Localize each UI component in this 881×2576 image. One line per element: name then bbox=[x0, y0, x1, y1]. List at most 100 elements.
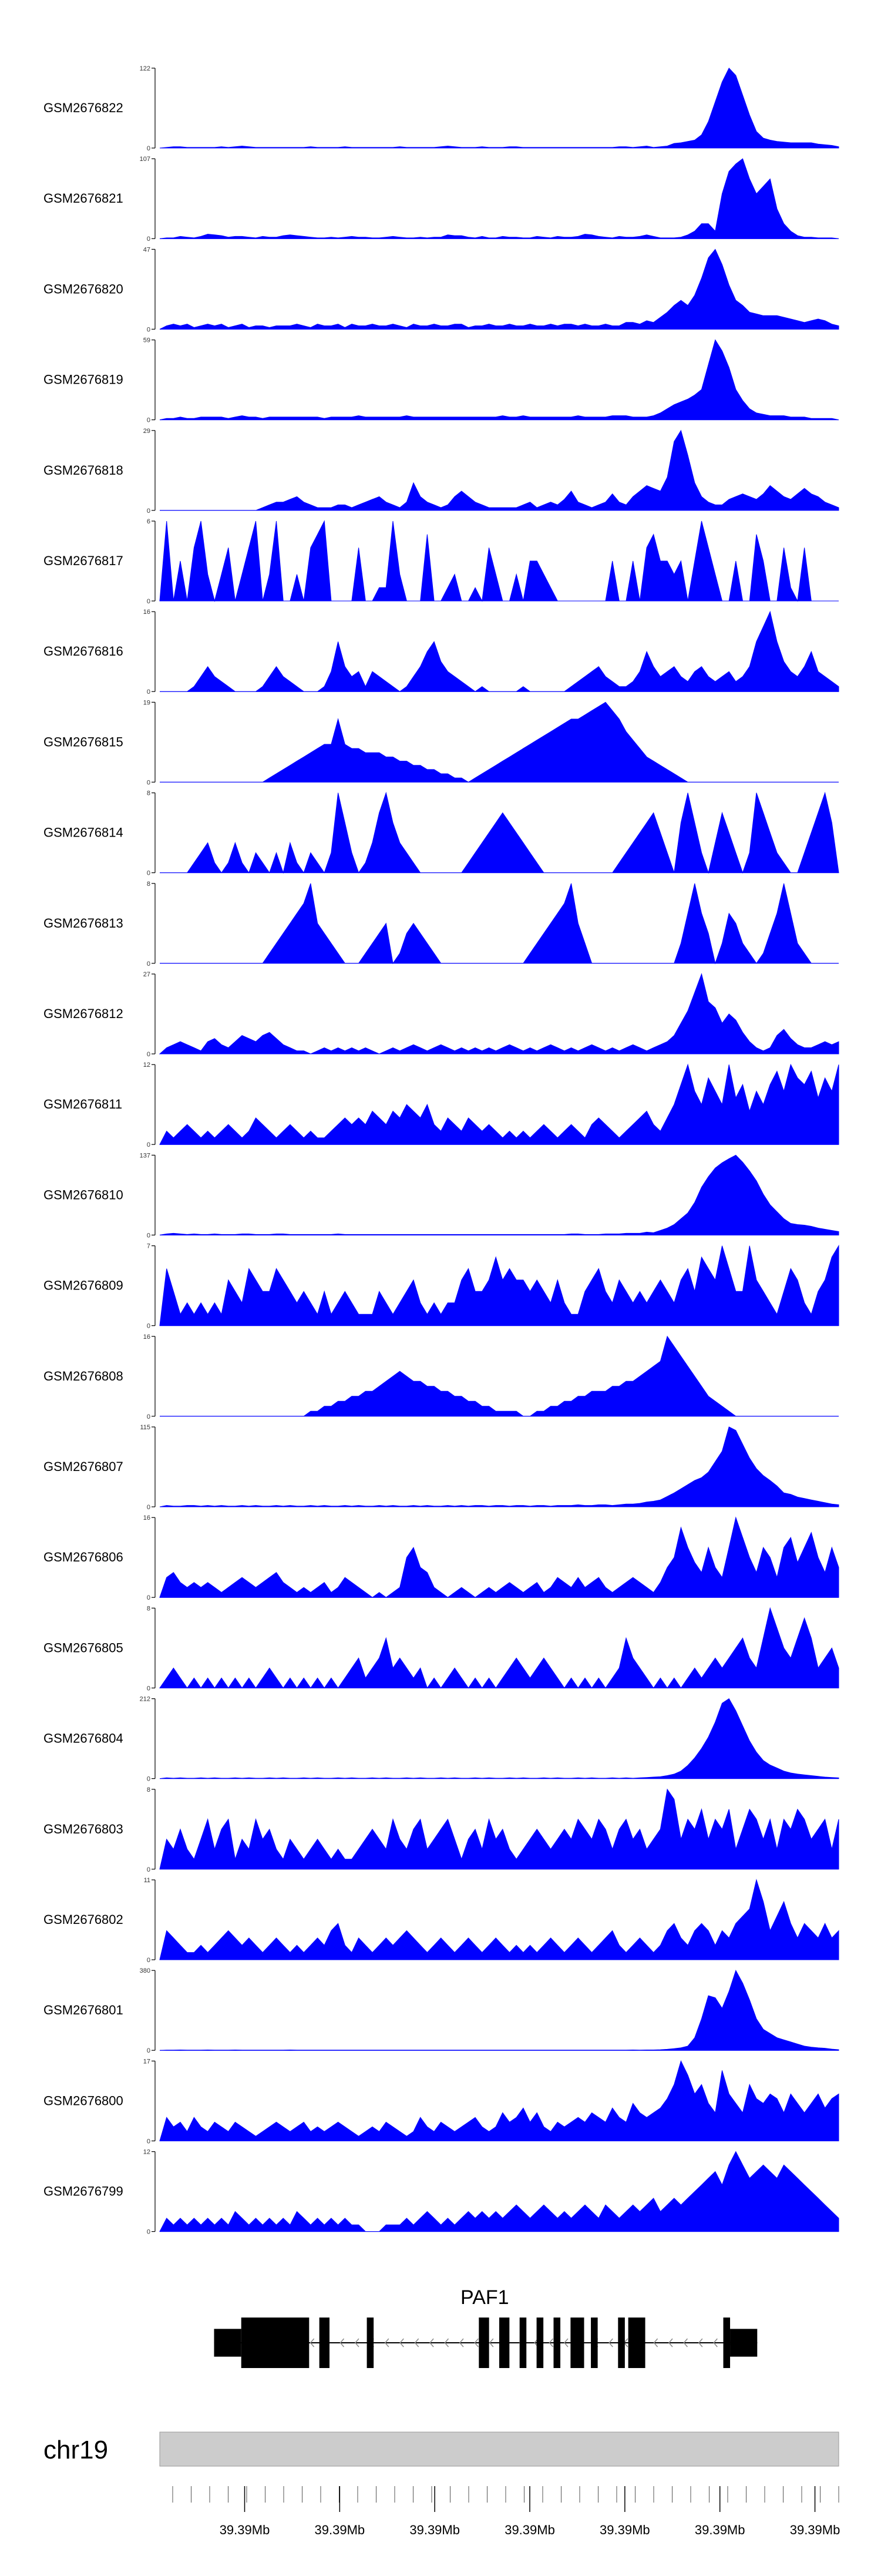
y-max-label: 137 bbox=[140, 1152, 150, 1159]
track-label: GSM2676819 bbox=[43, 372, 123, 387]
y-min-label: 0 bbox=[147, 688, 150, 696]
strand-chevron bbox=[429, 2338, 434, 2347]
track-gsm2676804: 212 0 GSM2676804 bbox=[43, 1696, 839, 1783]
chromosome-ideogram bbox=[159, 2431, 839, 2467]
strand-chevron bbox=[549, 2338, 554, 2347]
strand-chevron bbox=[608, 2338, 613, 2347]
gene-track: PAF1 bbox=[214, 2286, 758, 2368]
y-min-label: 0 bbox=[147, 779, 150, 786]
coverage-area bbox=[159, 2060, 839, 2141]
strand-chevron bbox=[713, 2338, 718, 2347]
track-label: GSM2676820 bbox=[43, 281, 123, 296]
strand-chevron bbox=[310, 2338, 315, 2347]
y-min-label: 0 bbox=[147, 1141, 150, 1148]
y-max-label: 11 bbox=[144, 1877, 150, 1884]
strand-chevron bbox=[683, 2338, 688, 2347]
strand-chevron bbox=[474, 2338, 479, 2347]
gene-exon bbox=[570, 2318, 584, 2368]
strand-chevron bbox=[563, 2338, 569, 2347]
strand-chevron bbox=[444, 2338, 449, 2347]
track-gsm2676799: 12 0 GSM2676799 bbox=[43, 2149, 839, 2236]
track-label: GSM2676811 bbox=[43, 1097, 122, 1111]
track-label: GSM2676817 bbox=[43, 553, 123, 568]
track-gsm2676814: 8 0 GSM2676814 bbox=[43, 790, 839, 877]
strand-chevron bbox=[414, 2338, 419, 2347]
gene-exon bbox=[591, 2318, 598, 2368]
track-gsm2676803: 8 0 GSM2676803 bbox=[43, 1786, 839, 1873]
y-max-label: 7 bbox=[147, 1243, 150, 1250]
track-gsm2676822: 122 0 GSM2676822 bbox=[43, 65, 839, 152]
y-min-label: 0 bbox=[147, 1594, 150, 1601]
y-min-label: 0 bbox=[147, 508, 150, 515]
track-gsm2676812: 27 0 GSM2676812 bbox=[43, 971, 839, 1058]
y-min-label: 0 bbox=[147, 2229, 150, 2236]
y-max-label: 8 bbox=[147, 1786, 150, 1794]
coverage-area bbox=[159, 248, 839, 330]
coverage-area bbox=[159, 1426, 839, 1507]
coverage-area bbox=[159, 973, 839, 1054]
y-min-label: 0 bbox=[147, 2047, 150, 2054]
track-label: GSM2676805 bbox=[43, 1640, 123, 1655]
y-max-label: 380 bbox=[140, 1967, 150, 1974]
coverage-area bbox=[159, 339, 839, 421]
y-min-label: 0 bbox=[147, 870, 150, 877]
track-label: GSM2676808 bbox=[43, 1369, 123, 1383]
coverage-area bbox=[160, 701, 839, 782]
strand-chevron bbox=[668, 2338, 673, 2347]
y-min-label: 0 bbox=[147, 2138, 150, 2145]
track-gsm2676807: 115 0 GSM2676807 bbox=[43, 1424, 839, 1511]
y-min-label: 0 bbox=[147, 960, 150, 968]
coverage-area bbox=[160, 1335, 839, 1417]
strand-chevron bbox=[384, 2338, 389, 2347]
track-gsm2676818: 29 0 GSM2676818 bbox=[43, 428, 839, 515]
coverage-area bbox=[160, 791, 839, 874]
y-max-label: 12 bbox=[143, 2149, 150, 2156]
coverage-area bbox=[159, 1063, 839, 1145]
coverage-area bbox=[159, 2151, 839, 2232]
track-label: GSM2676809 bbox=[43, 1278, 123, 1293]
track-label: GSM2676818 bbox=[43, 463, 123, 478]
track-label: GSM2676813 bbox=[43, 916, 123, 931]
y-max-label: 19 bbox=[143, 699, 150, 706]
track-gsm2676808: 16 0 GSM2676808 bbox=[43, 1334, 839, 1420]
track-gsm2676820: 47 0 GSM2676820 bbox=[43, 246, 839, 333]
y-max-label: 16 bbox=[143, 609, 150, 616]
y-min-label: 0 bbox=[147, 145, 150, 152]
y-max-label: 115 bbox=[140, 1424, 150, 1431]
coverage-area bbox=[159, 68, 839, 149]
strand-chevron bbox=[399, 2338, 404, 2347]
y-max-label: 59 bbox=[143, 337, 150, 344]
track-label: GSM2676803 bbox=[43, 1822, 123, 1836]
strand-chevron bbox=[459, 2338, 464, 2347]
y-max-label: 8 bbox=[147, 881, 150, 888]
track-label: GSM2676806 bbox=[43, 1550, 123, 1564]
track-gsm2676819: 59 0 GSM2676819 bbox=[43, 337, 839, 424]
track-gsm2676802: 11 0 GSM2676802 bbox=[43, 1877, 839, 1964]
track-label: GSM2676804 bbox=[43, 1731, 123, 1746]
gene-exon bbox=[553, 2318, 561, 2368]
gene-exon bbox=[214, 2329, 241, 2357]
y-max-label: 27 bbox=[143, 971, 150, 978]
coverage-area bbox=[159, 1879, 839, 1960]
gene-exon bbox=[319, 2318, 329, 2368]
y-max-label: 122 bbox=[140, 65, 150, 72]
coverage-area bbox=[159, 1154, 839, 1235]
track-label: GSM2676801 bbox=[43, 2003, 123, 2017]
gene-exon bbox=[536, 2318, 544, 2368]
y-min-label: 0 bbox=[147, 236, 150, 243]
track-gsm2676805: 8 0 GSM2676805 bbox=[43, 1605, 839, 1692]
coverage-area bbox=[159, 520, 839, 602]
track-gsm2676800: 17 0 GSM2676800 bbox=[43, 2058, 839, 2145]
x-tick-label: 39.39Mb bbox=[695, 2523, 745, 2537]
y-min-label: 0 bbox=[147, 1323, 150, 1330]
track-gsm2676806: 16 0 GSM2676806 bbox=[43, 1514, 839, 1601]
y-min-label: 0 bbox=[147, 1051, 150, 1058]
y-max-label: 17 bbox=[143, 2058, 150, 2065]
coverage-area bbox=[159, 1607, 839, 1689]
strand-chevron bbox=[698, 2338, 703, 2347]
track-gsm2676813: 8 0 GSM2676813 bbox=[43, 881, 839, 968]
gene-exon bbox=[723, 2318, 731, 2368]
x-tick-label: 39.39Mb bbox=[790, 2523, 840, 2537]
y-min-label: 0 bbox=[147, 1504, 150, 1511]
